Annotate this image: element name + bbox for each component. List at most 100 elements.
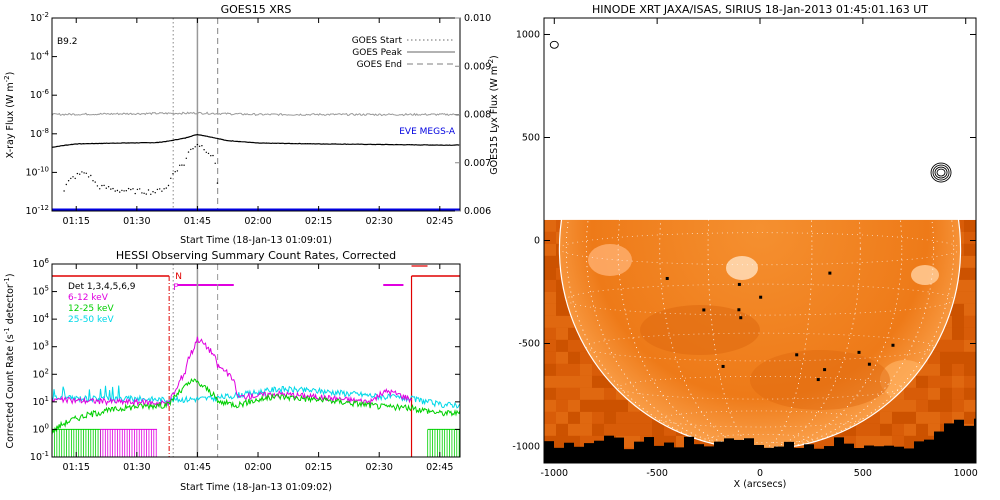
goes-short-point [112,187,114,190]
goes-short-point [214,162,216,164]
xrt-pixel-block [556,327,568,340]
xrt-dark-block [844,443,854,463]
goes-short-point [79,173,81,175]
xrt-pixel-block [544,387,556,400]
goes-ytick-label: 10-2 [30,11,49,24]
hessi-xtick-label: 01:15 [63,462,90,473]
xrt-pixel-block [952,387,964,400]
xrt-pixel-block [568,363,580,376]
xrt-pixel-block [544,315,556,328]
xrt-dark-block [564,442,574,463]
xrt-pixel-block [544,231,556,244]
goes-short-point [210,155,212,157]
goes-title: GOES15 XRS [221,3,292,16]
goes-short-point [203,149,205,151]
goes-short-point [127,187,130,190]
xrt-pixel-block [964,267,976,280]
goes-y2tick-label: 0.007 [464,158,491,169]
xrt-dark-block [624,449,634,463]
goes-short-point [85,172,88,174]
xrt-pixel-block [964,231,976,244]
xrt-pixel-block [544,291,556,304]
xrt-pixel-block [556,387,568,400]
xrt-xtick-label: 1000 [954,468,978,479]
goes-short-point [96,185,99,187]
xrt-dark-block [944,423,954,463]
goes-y2tick-label: 0.006 [464,206,491,217]
xrt-dark-block [744,438,754,463]
xrt-pixel-block [952,375,964,388]
xrt-pixel-block [580,399,592,412]
hessi-series-12-25-keV [52,377,460,435]
hessi-ytick-label: 10-1 [30,450,49,463]
goes-y2tick-label: 0.009 [464,61,491,72]
bright-region [726,256,758,280]
goes-short-point [179,164,181,166]
xrt-pixel-block [592,423,604,436]
xrt-dark-block [574,446,584,463]
xrt-pixel-block [928,351,940,364]
xrt-pixel-block [592,399,604,412]
xrt-pixel-block [964,327,976,340]
xrt-pixel-block [892,399,904,412]
xrt-pixel-block [880,411,892,424]
xrt-pixel-block [544,243,556,256]
xrt-pixel-block [916,423,928,436]
goes-short-point [170,177,172,179]
xrt-axes: -1000 -500 0 500 1000 1000 500 0 -500 -1000 [512,18,978,479]
xrt-pixel-block [568,423,580,436]
xrt-dark-block [604,435,614,463]
goes-short-point [105,187,108,189]
goes-short-point [139,188,141,190]
goes-short-point [190,148,192,151]
xrt-pixel-block [652,435,664,448]
xrt-dark-block [584,443,594,463]
xrt-dark-speck [867,362,871,366]
flare-contour [936,168,946,177]
xrt-pixel-block [892,423,904,436]
xrt-pixel-block [544,363,556,376]
xrt-pixel-block [964,315,976,328]
goes-legend-label: GOES End [357,60,402,70]
xrt-xtick-label: -500 [646,468,668,479]
xrt-pixel-block [952,303,964,316]
goes-xtick-label: 02:15 [305,216,332,227]
goes-short-point [159,188,161,190]
xrt-pixel-block [616,411,628,424]
xrt-dark-block [714,441,724,463]
hessi-panel: HESSI Observing Summary Count Rates, Cor… [3,249,461,493]
xrt-pixel-block [580,423,592,436]
xrt-xlabel: X (arcsecs) [734,479,787,490]
xrt-pixel-block [928,399,940,412]
xrt-title: HINODE XRT JAXA/ISAS, SIRIUS 18-Jan-2013… [592,3,928,16]
goes-short-point [114,190,116,192]
goes-short-point [76,172,79,175]
goes-short-point [154,192,156,194]
hessi-xtick-label: 02:30 [366,462,393,473]
goes-short-point [72,176,74,178]
xrt-pixel-block [904,435,916,448]
xrt-pixel-block [556,411,568,424]
xrt-dark-speck [665,276,669,280]
goes-short-point [205,151,207,153]
grid-latitude [617,376,903,400]
eve-megs-label: EVE MEGS-A [399,127,456,137]
hessi-plot-area: NF [52,264,460,457]
hessi-legend-label: 12-25 keV [68,304,114,314]
goes-long-series [52,133,460,148]
xrt-pixel-block [592,375,604,388]
goes-short-point [116,189,119,192]
xrt-pixel-block [544,423,556,436]
xrt-pixel-block [964,411,976,424]
xrt-pixel-block [916,375,928,388]
xrt-pixel-block [964,363,976,376]
xrt-pixel-block [940,375,952,388]
goes-class-annotation: B9.2 [57,37,78,47]
grid-latitude [585,332,935,362]
xrt-pixel-block [604,411,616,424]
goes-xlabel: Start Time (18-Jan-13 01:09:01) [180,235,332,246]
hessi-xtick-label: 02:15 [305,462,332,473]
goes-axes: 10-2 10-4 10-6 10-8 10-10 10-12 0.010 0.009 0.00… [25,11,491,227]
hessi-legend-label: 25-50 keV [68,315,114,325]
xrt-pixel-block [544,219,556,232]
